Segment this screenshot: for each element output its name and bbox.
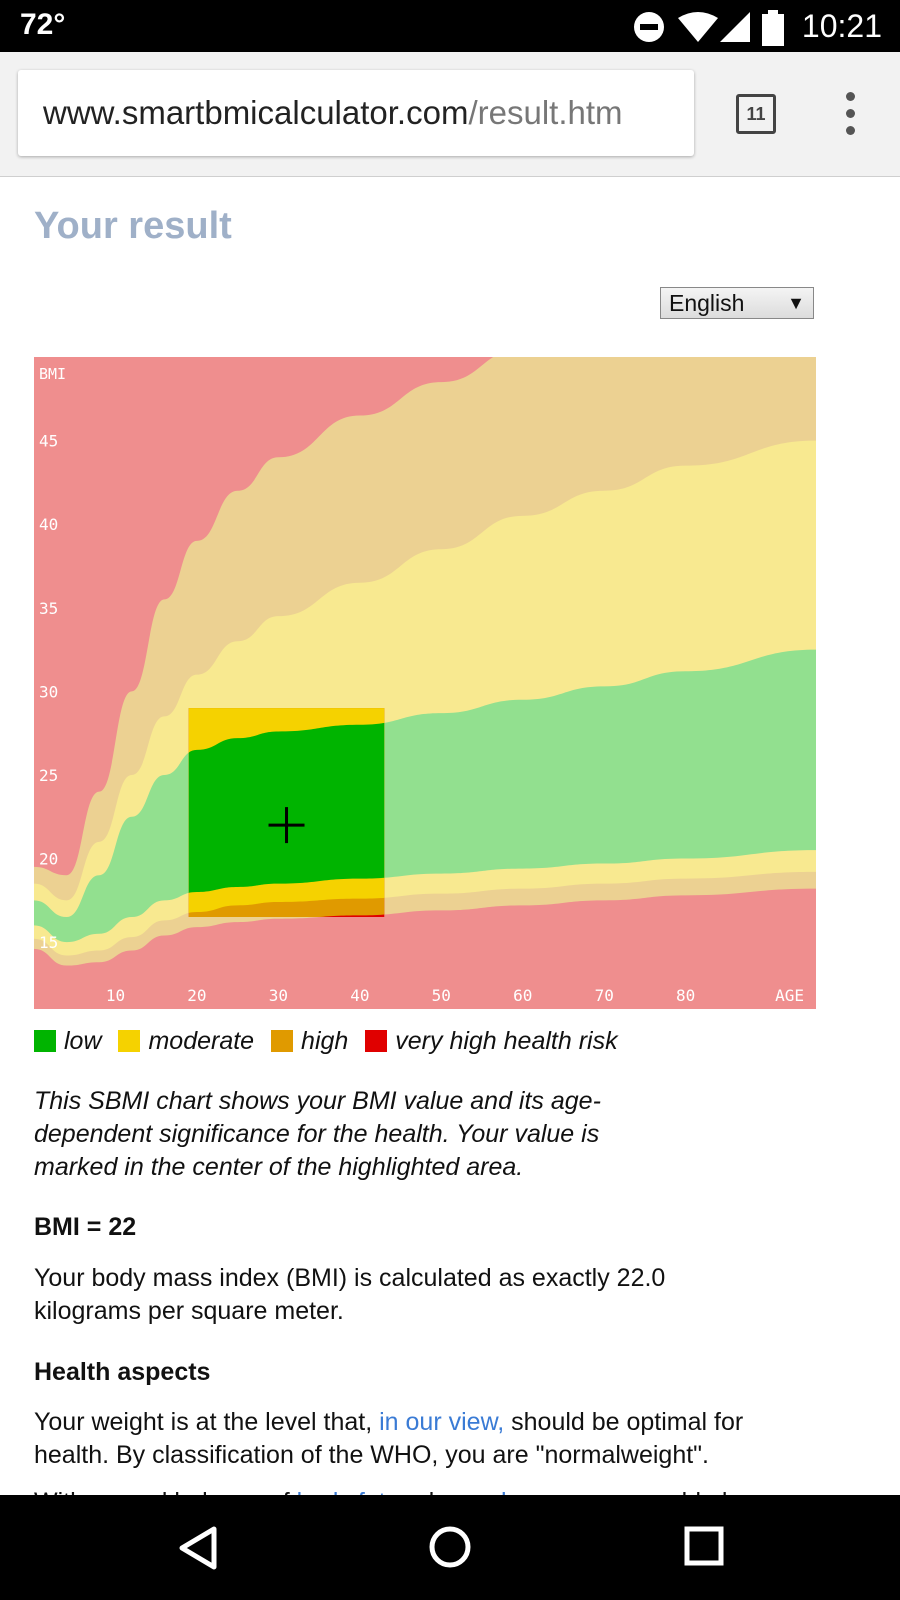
health-aspects-text: Your weight is at the level that, in our… [34,1406,824,1472]
url-path: /result.htm [468,94,623,131]
wifi-icon [678,12,718,42]
status-bar: 72° 10:21 [0,0,900,52]
temperature-label: 72° [20,8,66,41]
page-title: Your result [34,205,232,247]
y-tick-label: 40 [39,515,58,534]
navigation-bar [0,1495,900,1600]
legend-label-high: high [301,1027,349,1055]
health-aspects-heading: Health aspects [34,1358,211,1386]
y-axis-label: BMI [39,365,66,383]
home-icon[interactable] [428,1525,472,1569]
x-tick-label: 40 [350,986,369,1005]
legend-swatch-very-high [365,1030,388,1052]
partially-visible-line: With a good balance of body fat and musc… [34,1486,754,1497]
y-tick-label: 45 [39,432,58,451]
chart-caption: This SBMI chart shows your BMI value and… [34,1087,601,1181]
url-text: www.smartbmicalculator.com/result.htm [43,94,623,132]
x-tick-label: 20 [187,986,206,1005]
y-tick-label: 35 [39,599,58,618]
legend-swatch-moderate [118,1030,141,1052]
cut-text-mid: and [386,1488,442,1497]
tab-switcher-button[interactable]: 11 [736,94,776,134]
x-tick-label: 60 [513,986,532,1005]
x-tick-label: 50 [432,986,451,1005]
in-our-view-link[interactable]: in our view, [379,1408,505,1436]
health-text-end: should be optimal for health. By classif… [34,1408,744,1469]
y-tick-label: 25 [39,766,58,785]
x-tick-label: 30 [269,986,288,1005]
language-select-value: English [669,290,745,316]
cut-text-start: With a good balance of [34,1488,297,1497]
recents-icon[interactable] [684,1526,724,1566]
overflow-menu-button[interactable] [836,92,866,136]
menu-dot-icon [846,92,855,101]
language-select[interactable]: English ▼ [660,287,814,319]
bmi-heading: BMI = 22 [34,1213,137,1241]
cut-text-end: mass you could also [520,1488,754,1497]
bmi-description: Your body mass index (BMI) is calculated… [34,1264,666,1325]
body-fat-link[interactable]: body fat [297,1488,386,1497]
clock: 10:21 [801,8,882,44]
legend-label-moderate: moderate [148,1027,255,1055]
sbmi-chart: 15 20 25 30 35 40 45 10 20 30 40 50 60 70 80 BMI AGE [34,357,816,1009]
muscle-link[interactable]: muscle [441,1488,520,1497]
menu-dot-icon [846,109,855,118]
back-icon[interactable] [176,1525,220,1571]
y-tick-label: 15 [39,933,58,952]
url-host: www.smartbmicalculator.com [43,94,469,131]
x-tick-label: 10 [106,986,125,1005]
y-tick-label: 20 [39,850,58,869]
x-tick-label: 80 [676,986,695,1005]
url-field[interactable]: www.smartbmicalculator.com/result.htm [18,70,694,156]
x-axis-label: AGE [775,986,804,1005]
chart-legend: low moderate high very high health risk [34,1027,628,1056]
do-not-disturb-icon [634,12,664,42]
browser-toolbar: www.smartbmicalculator.com/result.htm 11 [0,52,900,177]
legend-swatch-high [271,1030,294,1052]
menu-dot-icon [846,126,855,135]
battery-icon [762,10,784,46]
legend-label-low: low [64,1027,102,1055]
health-text-start: Your weight is at the level that, [34,1408,380,1436]
cellular-signal-icon [720,12,750,42]
x-tick-label: 70 [595,986,614,1005]
y-tick-label: 30 [39,682,58,701]
legend-swatch-low [34,1030,56,1052]
legend-label-very-high: very high health risk [395,1027,618,1055]
dropdown-arrow-icon: ▼ [787,293,805,313]
